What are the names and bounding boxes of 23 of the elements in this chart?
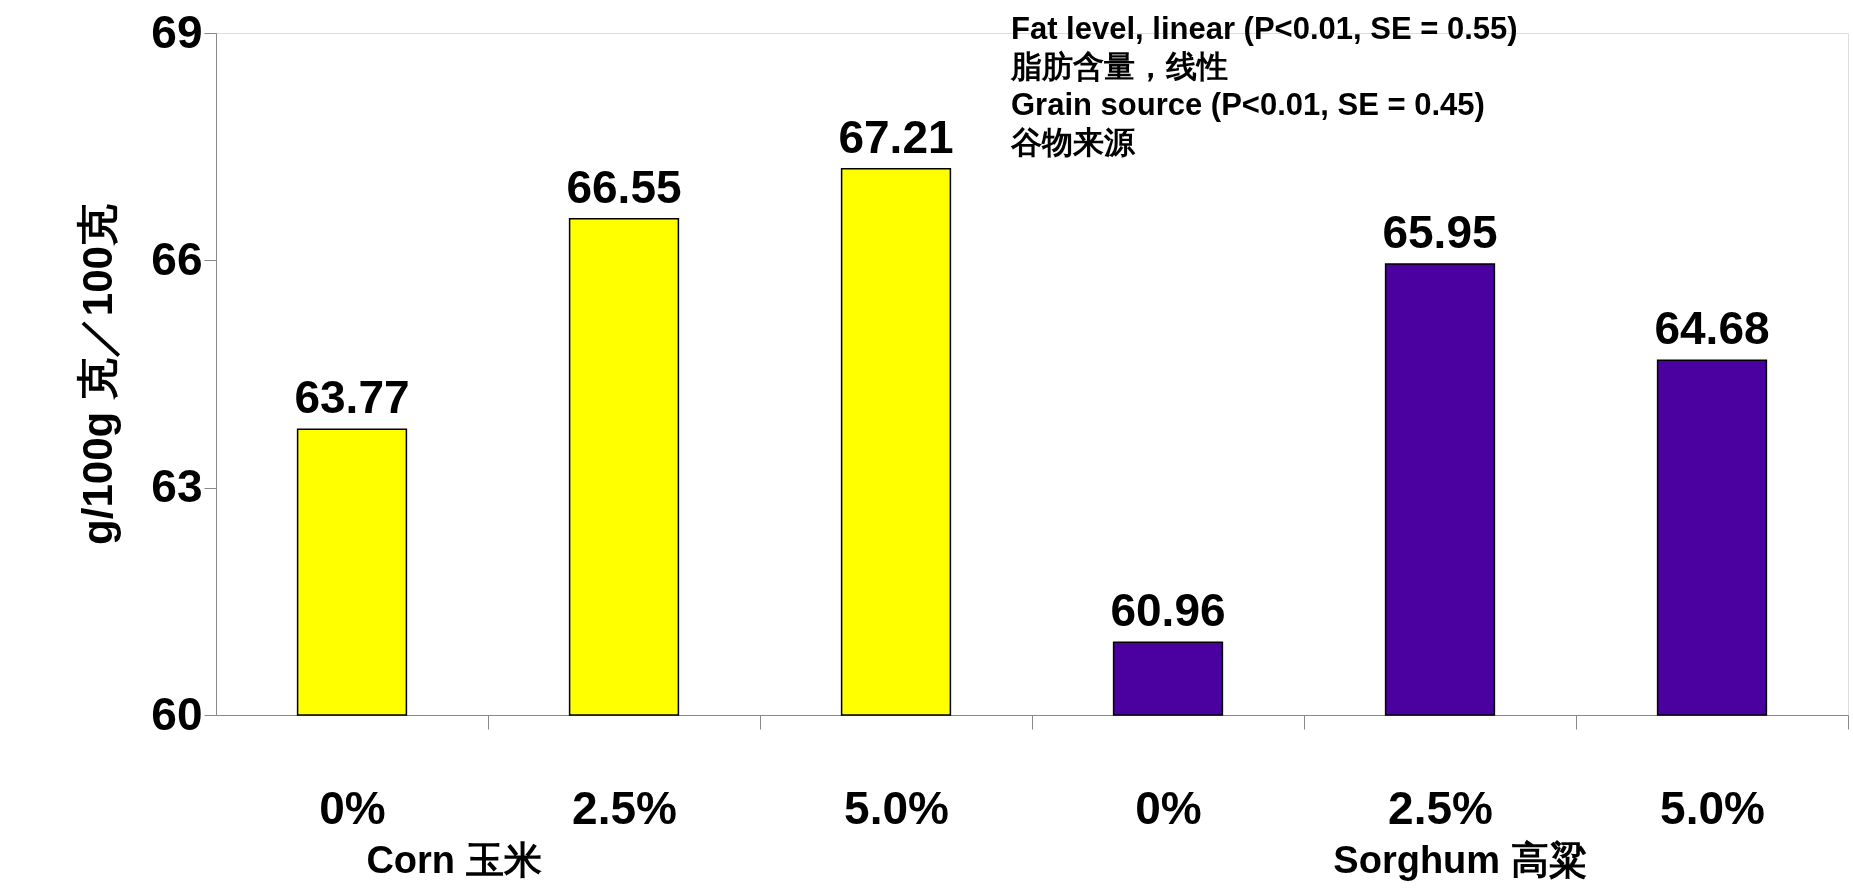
data-label: 67.21 — [838, 110, 954, 163]
data-label: 64.68 — [1654, 302, 1770, 355]
annotation: 谷物来源 — [1010, 125, 1136, 160]
y-tick-label: 66 — [151, 232, 203, 285]
y-tick-label: 69 — [151, 5, 203, 58]
x-tick-label: 2.5% — [572, 781, 677, 834]
annotation: Fat level, linear (P<0.01, SE = 0.55) — [1011, 11, 1518, 46]
data-label: 60.96 — [1110, 584, 1226, 637]
x-tick-label: 5.0% — [1660, 781, 1765, 834]
data-label: 63.77 — [294, 371, 410, 424]
annotation: Grain source (P<0.01, SE = 0.45) — [1011, 87, 1485, 122]
x-tick-label: 0% — [1135, 781, 1202, 834]
annotation: 脂肪含量，线性 — [1010, 49, 1228, 84]
text: Sorghum 高粱 — [1333, 839, 1587, 881]
data-label: 65.95 — [1382, 206, 1498, 259]
x-tick-label: 2.5% — [1388, 781, 1493, 834]
x-tick-label: 5.0% — [844, 781, 949, 834]
y-tick-label: 60 — [151, 687, 203, 740]
text: Corn 玉米 — [366, 839, 542, 881]
y-tick-label: 63 — [151, 460, 203, 513]
data-label: 66.55 — [566, 160, 682, 213]
x-tick-label: 0% — [319, 781, 386, 834]
y-axis-title: g/100g 克／100克 — [74, 204, 122, 545]
